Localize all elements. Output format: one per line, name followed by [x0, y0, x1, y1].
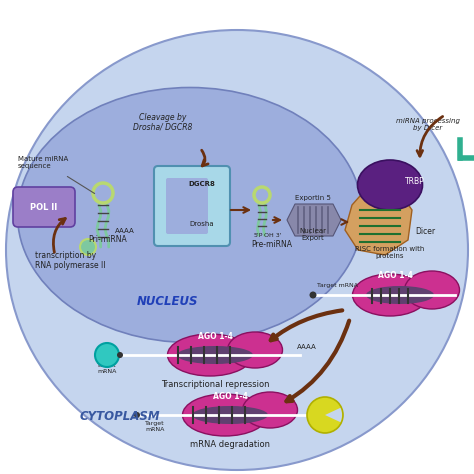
Text: mRNA degradation: mRNA degradation: [190, 440, 270, 449]
Text: DGCR8: DGCR8: [189, 181, 216, 187]
Text: TRBP: TRBP: [405, 177, 425, 186]
FancyBboxPatch shape: [166, 178, 208, 234]
Polygon shape: [345, 190, 412, 255]
Text: Drosha: Drosha: [190, 221, 214, 227]
Ellipse shape: [228, 332, 283, 368]
Polygon shape: [287, 204, 341, 236]
Text: Target
mRNA: Target mRNA: [97, 363, 117, 374]
Ellipse shape: [182, 394, 267, 436]
Text: Target
mRNA: Target mRNA: [145, 421, 165, 432]
FancyBboxPatch shape: [13, 187, 75, 227]
Circle shape: [134, 412, 140, 418]
Ellipse shape: [243, 392, 298, 428]
Text: Exportin 5: Exportin 5: [295, 195, 331, 201]
Text: miRNA processing
by Dicer: miRNA processing by Dicer: [396, 118, 460, 131]
Wedge shape: [325, 408, 342, 422]
Text: AGO 1-4: AGO 1-4: [378, 271, 412, 280]
Text: AAAA: AAAA: [297, 344, 317, 350]
Text: Dicer: Dicer: [415, 227, 435, 236]
Text: AGO 1-4: AGO 1-4: [198, 332, 232, 341]
Text: AAAA: AAAA: [313, 404, 333, 410]
Ellipse shape: [6, 30, 468, 470]
Circle shape: [80, 239, 96, 255]
Text: transcription by
RNA polymerase II: transcription by RNA polymerase II: [35, 251, 106, 270]
Circle shape: [95, 343, 119, 367]
Text: Pre-miRNA: Pre-miRNA: [251, 240, 292, 249]
Text: AAAA: AAAA: [115, 228, 135, 234]
Ellipse shape: [192, 406, 268, 424]
Ellipse shape: [357, 160, 422, 210]
Circle shape: [307, 397, 343, 433]
Text: AGO 1-4: AGO 1-4: [212, 392, 247, 401]
Text: Mature miRNA
sequence: Mature miRNA sequence: [18, 156, 68, 169]
Text: Target mRNA: Target mRNA: [317, 283, 358, 288]
Ellipse shape: [366, 286, 434, 304]
Text: Transcriptional repression: Transcriptional repression: [161, 380, 269, 389]
Ellipse shape: [167, 334, 253, 376]
Text: POL II: POL II: [30, 202, 58, 211]
Text: 5'P: 5'P: [254, 233, 264, 238]
FancyBboxPatch shape: [154, 166, 230, 246]
Text: CYTOPLASM: CYTOPLASM: [80, 410, 161, 423]
Text: NUCLEUS: NUCLEUS: [137, 295, 199, 308]
Ellipse shape: [353, 274, 428, 316]
Circle shape: [310, 292, 317, 299]
Ellipse shape: [177, 346, 253, 364]
Text: Nuclear
Export: Nuclear Export: [300, 228, 327, 241]
Text: Pri-miRNA: Pri-miRNA: [88, 235, 127, 244]
Text: OH 3': OH 3': [264, 233, 282, 238]
Ellipse shape: [18, 88, 363, 343]
Ellipse shape: [404, 271, 459, 309]
Text: Cleavage by
Drosha/ DGCR8: Cleavage by Drosha/ DGCR8: [133, 113, 193, 132]
Text: RISC formation with
proteins: RISC formation with proteins: [356, 246, 425, 259]
Circle shape: [117, 352, 123, 358]
